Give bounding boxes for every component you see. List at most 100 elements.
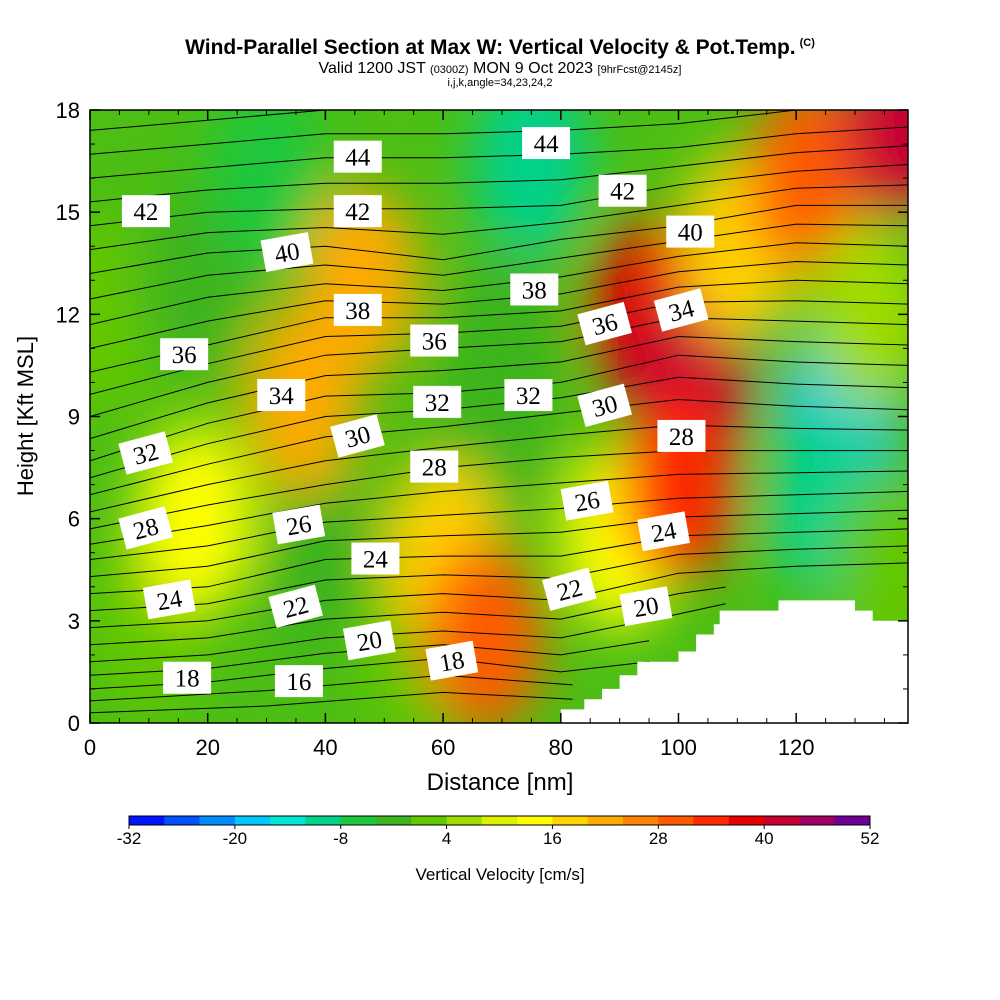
contour-label-text: 26 bbox=[284, 511, 313, 542]
theta-contour-intermediate bbox=[90, 376, 908, 479]
colorbar-swatch bbox=[517, 816, 553, 825]
chart-subtitle: Valid 1200 JST (0300Z) MON 9 Oct 2023 [9… bbox=[318, 60, 682, 77]
theta-contour-intermediate bbox=[90, 145, 908, 203]
y-tick-label: 9 bbox=[68, 405, 80, 430]
theta-contour-28 bbox=[90, 450, 908, 530]
contour-label-box bbox=[163, 661, 212, 694]
x-axis: 0 20 40 60 80 100 120 bbox=[84, 110, 885, 760]
theta-contour-intermediate bbox=[90, 223, 908, 300]
theta-contour-36 bbox=[90, 279, 908, 373]
colorbar-swatch bbox=[376, 816, 412, 825]
contour-label-box bbox=[510, 273, 559, 306]
contour-label-text: 20 bbox=[632, 592, 661, 623]
theta-contour-intermediate bbox=[90, 184, 908, 251]
contour-label-box bbox=[425, 640, 479, 681]
contour-label-box bbox=[653, 288, 709, 332]
theta-contour-16 bbox=[90, 691, 573, 714]
colorbar-tick-label: -20 bbox=[223, 829, 248, 848]
contour-label: 34 bbox=[653, 288, 709, 332]
theta-contour-42 bbox=[90, 164, 908, 227]
contour-label: 42 bbox=[121, 195, 170, 228]
contour-label: 28 bbox=[118, 506, 173, 550]
theta-contour-32 bbox=[90, 354, 908, 462]
colorbar-swatch bbox=[234, 816, 271, 825]
contour-label-box bbox=[268, 584, 324, 628]
chart-indices: i,j,k,angle=34,23,24,2 bbox=[447, 77, 553, 89]
contour-label-box bbox=[598, 174, 647, 207]
contour-label: 28 bbox=[657, 419, 706, 452]
contour-label-text: 36 bbox=[172, 342, 197, 369]
y-tick-label: 3 bbox=[68, 609, 80, 634]
colorbar-swatch bbox=[411, 816, 448, 825]
y-axis-label: Height [Kft MSL] bbox=[13, 336, 38, 496]
contour-label: 24 bbox=[351, 542, 400, 575]
y-tick-label: 0 bbox=[68, 711, 80, 736]
contour-label: 28 bbox=[410, 450, 459, 483]
contour-label-box bbox=[577, 383, 632, 427]
contour-label-text: 18 bbox=[175, 666, 200, 693]
velocity-blob-17 bbox=[620, 389, 737, 580]
contour-label: 26 bbox=[272, 504, 326, 545]
contour-label-text: 38 bbox=[522, 277, 547, 304]
contour-label: 36 bbox=[160, 338, 209, 371]
colorbar-swatch bbox=[552, 816, 589, 825]
colorbar-swatch bbox=[481, 816, 518, 825]
contour-label-box bbox=[351, 542, 400, 575]
colorbar-tick-label: 52 bbox=[861, 829, 880, 848]
theta-contour-intermediate bbox=[90, 260, 908, 349]
contour-label-box bbox=[666, 215, 715, 248]
theta-contour-upper bbox=[90, 110, 908, 155]
contour-label-text: 18 bbox=[437, 647, 466, 678]
contour-label-box bbox=[160, 338, 209, 371]
contour-label-text: 44 bbox=[534, 131, 560, 158]
colorbar-swatch bbox=[728, 816, 765, 825]
contour-label: 18 bbox=[425, 640, 479, 681]
colorbar-swatch bbox=[587, 816, 624, 825]
contour-label-box bbox=[333, 293, 382, 326]
colorbar-tick-label: -32 bbox=[117, 829, 142, 848]
chart-title: Wind-Parallel Section at Max W: Vertical… bbox=[185, 36, 815, 59]
contour-label: 22 bbox=[268, 584, 324, 628]
colorbar-swatch bbox=[129, 816, 165, 825]
contour-label-text: 40 bbox=[678, 220, 703, 247]
colorbar-tick-label: 4 bbox=[442, 829, 451, 848]
contour-label-box bbox=[274, 665, 323, 698]
velocity-blob-23 bbox=[808, 219, 908, 410]
colorbar-swatch bbox=[305, 816, 342, 825]
colorbar-tick-label: 40 bbox=[755, 829, 774, 848]
contour-label: 24 bbox=[142, 579, 196, 620]
contour-label-box bbox=[410, 324, 459, 357]
theta-contour-intermediate bbox=[90, 424, 908, 513]
contour-label-text: 40 bbox=[273, 238, 302, 269]
contour-label: 42 bbox=[598, 174, 647, 207]
colorbar-swatch bbox=[799, 816, 836, 825]
colorbar-tick-label: 28 bbox=[649, 829, 668, 848]
theta-contour-intermediate bbox=[90, 674, 573, 702]
contour-label-text: 26 bbox=[573, 487, 602, 518]
contour-label-box bbox=[118, 506, 173, 550]
colorbar-swatch bbox=[834, 816, 871, 825]
colorbar: -32 -20 -8 4 16 28 40 52 bbox=[117, 815, 880, 848]
theta-contour-intermediate bbox=[90, 300, 908, 395]
x-tick-label: 100 bbox=[660, 735, 697, 760]
contour-label: 16 bbox=[274, 665, 323, 698]
contour-label-box bbox=[342, 620, 396, 661]
contour-label: 20 bbox=[619, 586, 673, 627]
colorbar-tick-label: 16 bbox=[543, 829, 562, 848]
colorbar-swatch bbox=[340, 816, 377, 825]
colorbar-swatch bbox=[199, 816, 236, 825]
contour-label: 32 bbox=[118, 431, 173, 475]
velocity-blob-13 bbox=[426, 542, 543, 723]
y-tick-label: 6 bbox=[68, 507, 80, 532]
contour-label-text: 16 bbox=[286, 669, 311, 696]
contour-label-box bbox=[413, 385, 462, 418]
contour-label-text: 20 bbox=[355, 626, 384, 657]
contour-label: 30 bbox=[577, 383, 632, 427]
contour-labels: 42 44 44 42 42 40 40 38 38 36 36 36 34 34 32 32 32 30 30 28… bbox=[118, 127, 715, 698]
contour-label-text: 42 bbox=[610, 179, 635, 206]
theta-contour-34 bbox=[90, 317, 908, 417]
contour-label-text: 24 bbox=[155, 585, 185, 616]
colorbar-label: Vertical Velocity [cm/s] bbox=[415, 865, 584, 884]
x-tick-label: 80 bbox=[549, 735, 573, 760]
